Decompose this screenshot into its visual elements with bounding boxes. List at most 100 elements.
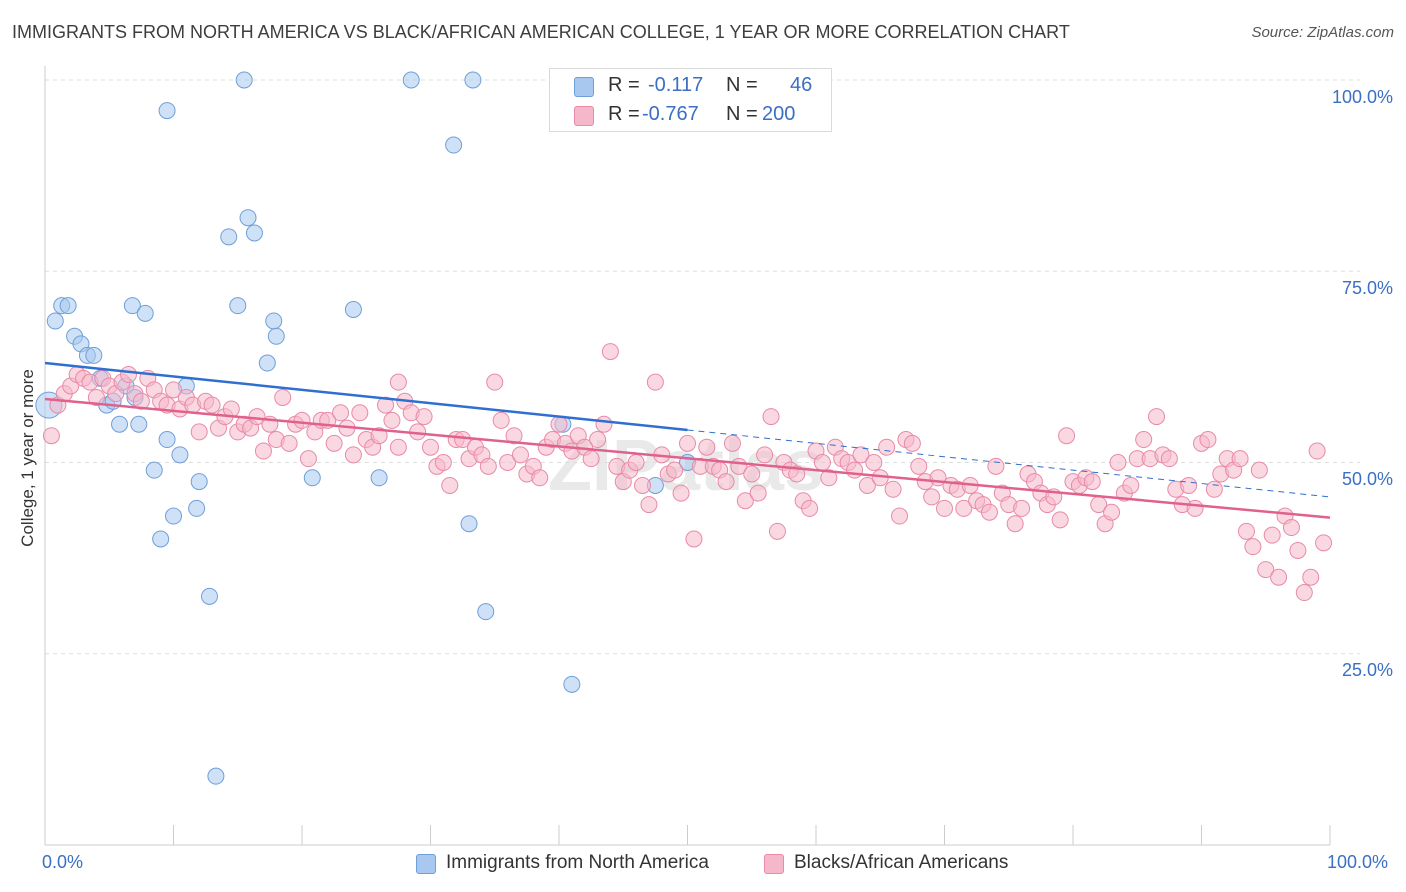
point-blacks-47	[344, 446, 362, 464]
point-blacks-19	[165, 381, 182, 399]
point-blacks-87	[601, 343, 619, 361]
swatch-blue	[574, 77, 594, 97]
point-immigrants-31	[245, 224, 263, 242]
point-blacks-151	[1013, 499, 1031, 517]
point-blacks-25	[203, 396, 221, 414]
y-tick-label-100: 100.0%	[1331, 87, 1393, 107]
legend-label-blacks: Blacks/African Americans	[794, 852, 1009, 873]
point-blacks-189	[1257, 561, 1275, 579]
point-blacks-86	[595, 415, 613, 433]
point-immigrants-43	[477, 603, 495, 621]
series-blacks-african-americans	[42, 343, 1333, 602]
point-immigrants-17	[145, 461, 163, 479]
point-blacks-121	[820, 469, 838, 487]
point-blacks-113	[768, 522, 786, 540]
point-blacks-165	[1103, 503, 1121, 521]
point-blacks-157	[1051, 511, 1069, 529]
point-blacks-172	[1148, 408, 1166, 426]
point-blacks-166	[1109, 454, 1127, 471]
point-blacks-125	[846, 461, 864, 479]
point-immigrants-24	[190, 473, 208, 491]
point-blacks-48	[351, 404, 369, 422]
point-blacks-198	[1315, 534, 1333, 552]
point-immigrants-20	[165, 507, 182, 525]
point-blacks-139	[936, 499, 953, 517]
point-blacks-112	[762, 408, 780, 426]
point-blacks-106	[723, 434, 741, 452]
point-immigrants-26	[207, 767, 225, 785]
point-blacks-7	[87, 388, 105, 406]
point-blacks-146	[980, 503, 998, 521]
point-blacks-37	[280, 434, 298, 452]
point-blacks-147	[987, 457, 1005, 475]
y-tick-label-75: 75.0%	[1341, 278, 1393, 298]
x-tick-label-100: 100.0%	[1327, 852, 1389, 872]
point-blacks-70	[492, 411, 510, 429]
point-blacks-135	[910, 457, 928, 475]
point-immigrants-21	[171, 446, 189, 464]
point-blacks-131	[884, 480, 902, 498]
trend-lines	[44, 361, 1331, 519]
point-blacks-39	[293, 411, 311, 429]
point-immigrants-45	[563, 675, 581, 693]
point-immigrants-27	[220, 228, 238, 246]
point-blacks-36	[274, 388, 292, 406]
point-blacks-73	[511, 446, 529, 464]
point-blacks-51	[370, 427, 388, 445]
y-axis-label: College, 1 year or more	[18, 369, 37, 547]
trend-line-immigrants-extension	[687, 429, 1331, 498]
n-label: N =	[726, 74, 758, 96]
r-label: R =	[608, 103, 640, 125]
point-blacks-14	[132, 392, 150, 410]
point-blacks-110	[749, 484, 767, 502]
point-blacks-180	[1199, 431, 1217, 449]
point-blacks-45	[332, 404, 350, 422]
point-blacks-127	[858, 476, 876, 494]
trend-line-blacks	[44, 397, 1331, 519]
point-blacks-109	[743, 465, 761, 483]
point-blacks-64	[454, 431, 472, 449]
point-blacks-72	[505, 427, 523, 445]
point-immigrants-37	[344, 301, 362, 318]
point-blacks-79	[550, 415, 568, 433]
trend-line-immigrants	[44, 361, 688, 432]
point-immigrants-23	[188, 499, 206, 517]
point-immigrants-33	[265, 312, 283, 330]
stats-row-blacks: R = -0.767 N = 200	[550, 100, 831, 130]
y-tick-label-25: 25.0%	[1341, 660, 1393, 680]
legend-swatch-immigrants	[416, 854, 436, 874]
n-label: N =	[726, 103, 758, 125]
point-blacks-59	[422, 438, 439, 456]
point-immigrants-28	[229, 297, 247, 315]
point-blacks-44	[325, 434, 343, 452]
point-blacks-170	[1135, 431, 1153, 449]
stats-legend: R = -0.117 N = 46 R = -0.767 N = 200	[549, 68, 832, 132]
point-blacks-61	[434, 454, 452, 471]
point-blacks-194	[1289, 541, 1307, 559]
series-legend: Immigrants from North America Blacks/Afr…	[0, 850, 1406, 880]
point-immigrants-34	[267, 327, 285, 345]
point-immigrants-16	[136, 304, 154, 322]
point-immigrants-30	[239, 209, 257, 227]
point-blacks-100	[685, 530, 703, 548]
point-immigrants-38	[370, 469, 388, 487]
point-immigrants-7	[85, 346, 103, 364]
point-immigrants-25	[200, 587, 218, 605]
legend-label-immigrants: Immigrants from North America	[446, 852, 709, 873]
point-blacks-111	[756, 446, 774, 464]
point-blacks-62	[441, 476, 459, 494]
point-blacks-85	[589, 431, 607, 449]
y-tick-label-50: 50.0%	[1341, 469, 1393, 489]
point-immigrants-15	[123, 297, 141, 315]
point-blacks-58	[415, 408, 433, 426]
point-blacks-33	[254, 442, 272, 460]
point-blacks-188	[1250, 461, 1268, 479]
point-blacks-12	[120, 366, 138, 384]
point-blacks-54	[389, 438, 407, 456]
point-blacks-162	[1083, 473, 1101, 491]
point-blacks-71	[499, 454, 517, 471]
point-blacks-99	[679, 434, 696, 452]
point-blacks-84	[582, 450, 600, 468]
r-value: -0.767	[642, 103, 699, 125]
